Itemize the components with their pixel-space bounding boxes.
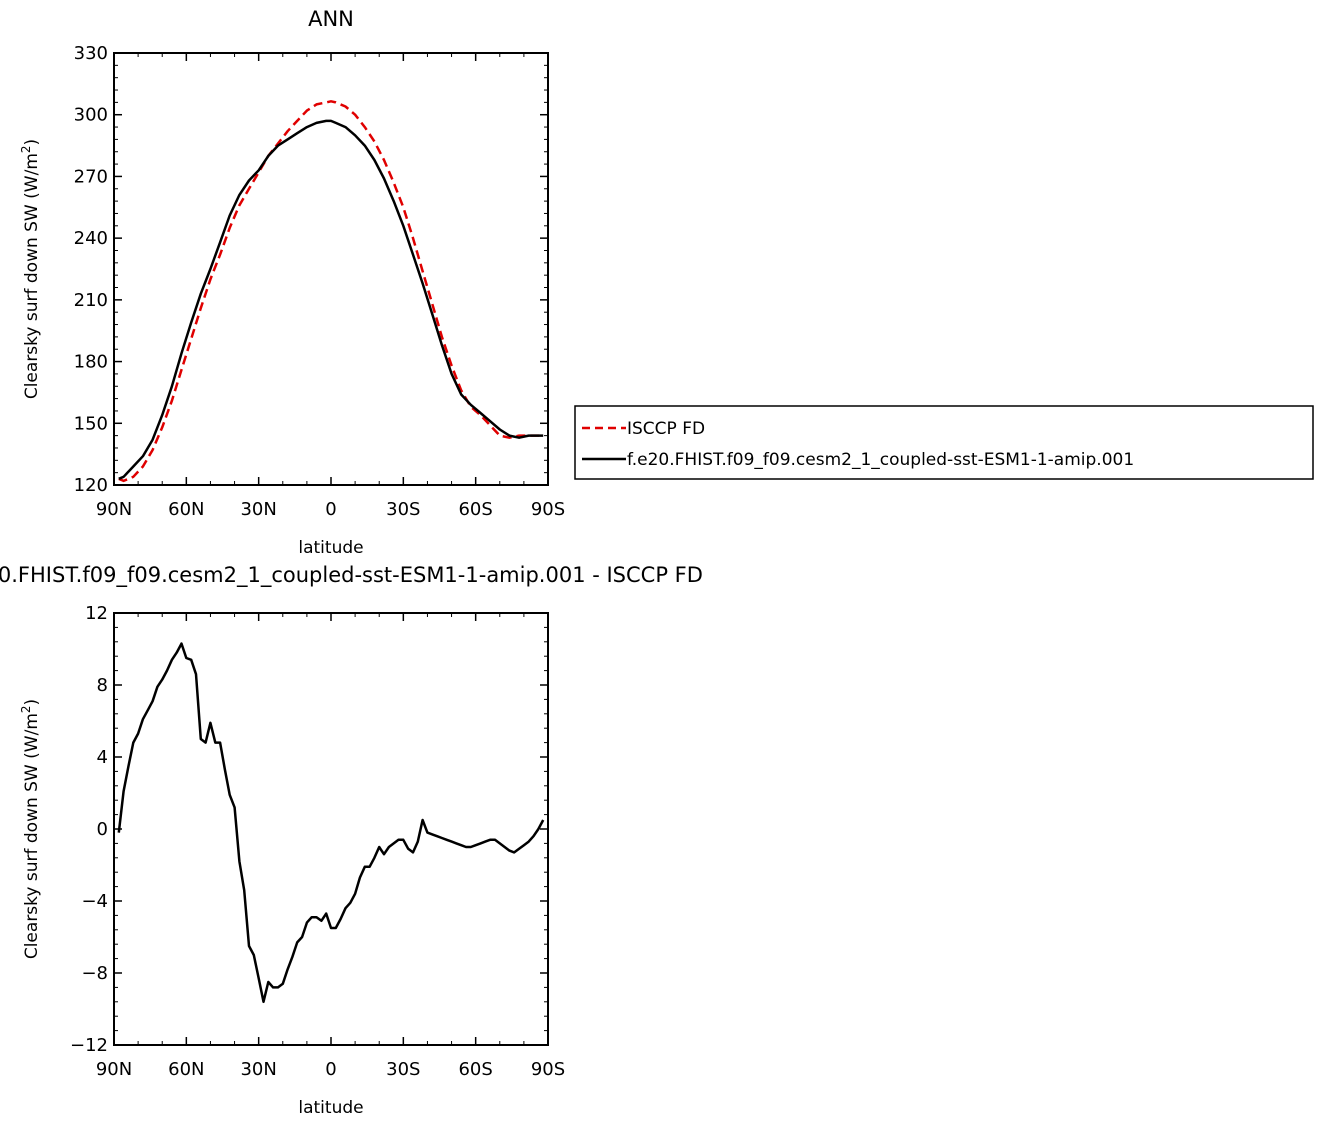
bottom-x-tick-label: 0 [325, 1059, 336, 1080]
top-x-tick-label: 30S [386, 499, 420, 520]
top-y-axis-label: Clearsky surf down SW (W/m2) [19, 139, 42, 399]
top-x-tick-label: 0 [325, 499, 336, 520]
bottom-y-tick-label: −12 [70, 1035, 108, 1056]
legend: ISCCP FD f.e20.FHIST.f09_f09.cesm2_1_cou… [574, 405, 1314, 480]
bottom-x-tick-label: 90N [96, 1059, 132, 1080]
top-y-tick-labels: 120 150 180 210 240 270 300 330 [74, 43, 108, 496]
top-chart-title: ANN [308, 7, 354, 31]
bottom-axis-ticks [113, 612, 549, 1046]
bottom-series-line-0 [117, 642, 545, 1004]
bottom-plot-frame [113, 612, 549, 1046]
top-x-tick-label: 60N [168, 499, 204, 520]
top-x-tick-label: 60S [458, 499, 492, 520]
top-panel: ANN 90N 60N 30N 0 30S 60S 90S 120 150 180 210 240 2… [19, 7, 565, 558]
bottom-chart-title: f.e20.FHIST.f09_f09.cesm2_1_coupled-sst-… [0, 563, 703, 588]
bottom-x-axis-label: latitude [298, 1098, 363, 1118]
bottom-y-tick-label: 12 [85, 603, 108, 624]
top-y-tick-label: 150 [74, 413, 108, 434]
top-x-tick-label: 30N [240, 499, 276, 520]
bottom-series [117, 642, 545, 1004]
legend-label-model: f.e20.FHIST.f09_f09.cesm2_1_coupled-sst-… [627, 450, 1134, 470]
top-x-axis-label: latitude [298, 538, 363, 558]
bottom-x-tick-label: 90S [531, 1059, 565, 1080]
top-y-tick-label: 240 [74, 228, 108, 249]
bottom-y-tick-label: 8 [97, 675, 108, 696]
top-series [118, 100, 544, 483]
top-y-tick-label: 210 [74, 290, 108, 311]
bottom-panel: f.e20.FHIST.f09_f09.cesm2_1_coupled-sst-… [0, 563, 703, 1118]
top-y-tick-label: 120 [74, 475, 108, 496]
legend-label-isccp: ISCCP FD [627, 419, 705, 439]
legend-box [574, 405, 1314, 480]
top-plot-frame [113, 52, 549, 486]
bottom-x-tick-label: 30N [240, 1059, 276, 1080]
top-y-tick-label: 330 [74, 43, 108, 64]
bottom-x-tick-labels: 90N 60N 30N 0 30S 60S 90S [96, 1059, 565, 1080]
top-y-tick-label: 270 [74, 166, 108, 187]
bottom-y-axis-label: Clearsky surf down SW (W/m2) [19, 699, 42, 959]
top-series-line-1 [118, 119, 544, 480]
top-series-line-0 [118, 100, 544, 483]
bottom-y-tick-label: 0 [97, 819, 108, 840]
top-axis-ticks [113, 52, 549, 486]
bottom-x-tick-label: 60N [168, 1059, 204, 1080]
bottom-y-tick-label: 4 [97, 747, 108, 768]
bottom-y-tick-label: −8 [81, 963, 108, 984]
bottom-y-tick-label: −4 [81, 891, 108, 912]
top-y-tick-label: 180 [74, 352, 108, 373]
bottom-y-tick-labels: −12 −8 −4 0 4 8 12 [70, 603, 108, 1056]
bottom-x-tick-label: 30S [386, 1059, 420, 1080]
top-x-tick-label: 90S [531, 499, 565, 520]
top-x-tick-labels: 90N 60N 30N 0 30S 60S 90S [96, 499, 565, 520]
bottom-x-tick-label: 60S [458, 1059, 492, 1080]
top-y-tick-label: 300 [74, 105, 108, 126]
top-x-tick-label: 90N [96, 499, 132, 520]
